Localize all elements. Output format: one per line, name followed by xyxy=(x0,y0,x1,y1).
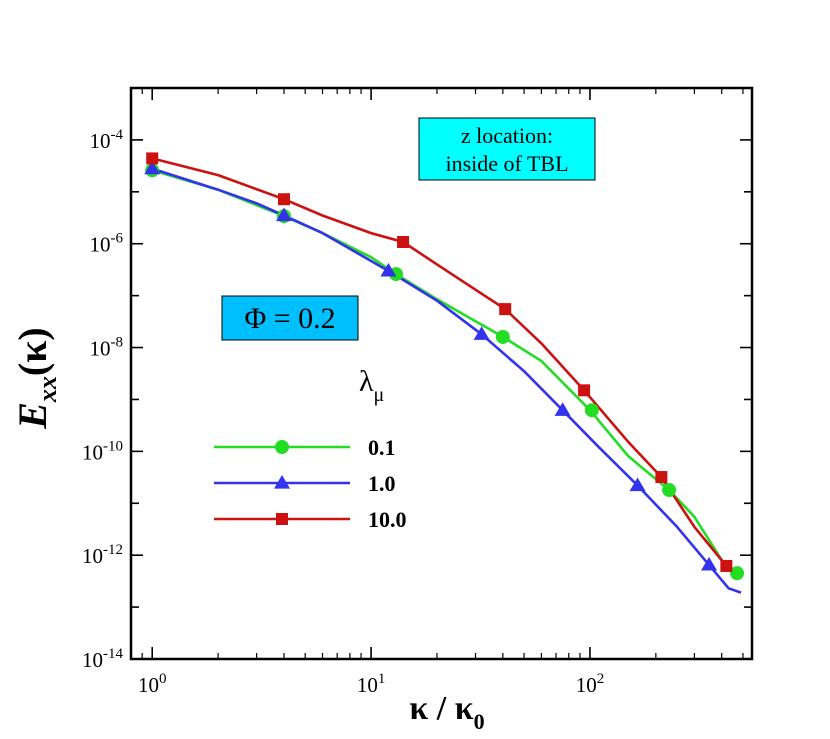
series-point-1.0 xyxy=(275,207,292,222)
legend-title-lambda: λ xyxy=(359,365,374,398)
x-axis-title-sub: 0 xyxy=(474,709,485,734)
y-axis-title-sub: xx xyxy=(33,376,62,403)
y-tick-exp: -10 xyxy=(103,438,123,454)
y-tick-label: 10-6 xyxy=(90,231,124,257)
legend-label-10.0: 10.0 xyxy=(368,507,407,532)
y-tick-label: 10-4 xyxy=(90,127,124,153)
y-tick-exp: -4 xyxy=(111,127,124,143)
legend-title-sub: μ xyxy=(374,384,385,406)
y-tick-base: 10 xyxy=(82,648,103,672)
series-point-1.0 xyxy=(473,326,490,340)
location-annotation: z location: inside of TBL xyxy=(418,117,596,181)
legend-title: λμ xyxy=(359,365,384,406)
y-tick-base: 10 xyxy=(82,544,103,568)
x-axis-title-main: κ / κ xyxy=(409,690,473,727)
phi-box xyxy=(221,295,359,341)
series-line-0.1 xyxy=(151,169,738,575)
phi-annotation: Φ = 0.2 xyxy=(221,295,359,341)
y-tick-base: 10 xyxy=(90,129,111,153)
location-line-1: z location: xyxy=(461,123,553,148)
series-point-10.0 xyxy=(578,384,591,397)
series-point-1.0 xyxy=(144,160,161,175)
y-tick-label: 10-14 xyxy=(82,646,123,672)
x-tick-exp: 2 xyxy=(597,671,605,687)
y-tick-base: 10 xyxy=(90,233,111,257)
location-line-2: inside of TBL xyxy=(445,151,568,176)
legend-label-1.0: 1.0 xyxy=(368,471,396,496)
x-tick-base: 10 xyxy=(138,673,159,697)
y-tick-exp: -6 xyxy=(111,231,124,247)
plot-frame xyxy=(129,86,754,661)
series-lines xyxy=(151,157,742,594)
series-point-10.0 xyxy=(720,559,733,572)
series-point-1.0 xyxy=(629,477,646,492)
series-point-0.1 xyxy=(584,403,599,418)
series-line-1.0 xyxy=(151,167,742,594)
location-box xyxy=(418,117,596,181)
series-point-1.0 xyxy=(554,402,571,416)
y-axis-title-main: E xyxy=(10,402,55,430)
series-point-10.0 xyxy=(277,193,290,206)
x-tick-label: 100 xyxy=(138,671,167,697)
series-point-1.0 xyxy=(380,262,397,277)
y-axis-title: Exx(κ) xyxy=(10,327,62,430)
phi-label: Φ = 0.2 xyxy=(244,302,335,335)
series-point-0.1 xyxy=(662,483,677,498)
legend-label-0.1: 0.1 xyxy=(368,435,396,460)
series-point-0.1 xyxy=(730,566,745,581)
series-markers xyxy=(144,152,745,581)
y-tick-exp: -14 xyxy=(103,646,123,662)
x-tick-exp: 1 xyxy=(378,671,386,687)
legend-marker-10.0 xyxy=(276,513,288,525)
series-point-10.0 xyxy=(397,235,410,248)
series-point-10.0 xyxy=(655,471,668,484)
x-tick-label: 102 xyxy=(576,671,605,697)
x-tick-base: 10 xyxy=(357,673,378,697)
y-tick-base: 10 xyxy=(90,337,111,361)
legend-entries: 0.1 1.0 10.0 xyxy=(214,435,407,532)
legend: λμ 0.1 1.0 10.0 xyxy=(214,365,407,532)
series-point-1.0 xyxy=(701,556,718,571)
legend-marker-1.0 xyxy=(274,475,290,489)
y-axis-title-suffix: (κ) xyxy=(10,327,55,376)
x-tick-base: 10 xyxy=(576,673,597,697)
series-point-0.1 xyxy=(495,329,510,344)
series-line-10.0 xyxy=(151,157,740,575)
y-tick-label: 10-12 xyxy=(82,542,123,568)
series-point-10.0 xyxy=(499,303,512,316)
x-tick-exp: 0 xyxy=(159,671,167,687)
y-tick-label: 10-8 xyxy=(90,335,124,361)
x-tick-label: 101 xyxy=(357,671,386,697)
y-tick-base: 10 xyxy=(82,440,103,464)
y-tick-label: 10-10 xyxy=(82,438,123,464)
y-tick-exp: -12 xyxy=(103,542,123,558)
series-point-10.0 xyxy=(146,152,159,165)
legend-marker-0.1 xyxy=(275,440,289,454)
y-tick-exp: -8 xyxy=(111,335,124,351)
x-axis-title: κ / κ0 xyxy=(409,690,484,734)
